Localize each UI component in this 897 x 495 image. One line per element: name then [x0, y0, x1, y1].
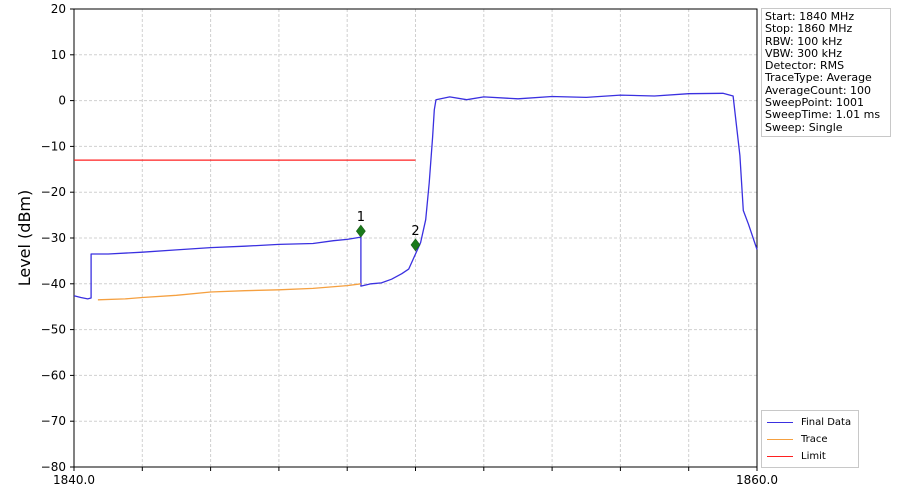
info-line: RBW: 100 kHz	[765, 34, 843, 48]
legend: Final Data Trace Limit	[761, 410, 859, 468]
y-tick-label: −10	[41, 139, 66, 153]
info-line: Stop: 1860 MHz	[765, 22, 853, 36]
info-line: AverageCount: 100	[765, 83, 872, 97]
legend-label: Final Data	[801, 416, 852, 428]
info-line: Sweep: Single	[765, 120, 843, 134]
settings-info-box: Start: 1840 MHz Stop: 1860 MHz RBW: 100 kH…	[761, 8, 891, 137]
markers: 12	[355, 210, 421, 252]
legend-entry: Trace	[767, 431, 828, 447]
y-tick-label: −70	[41, 414, 66, 428]
y-tick-label: −50	[41, 323, 66, 337]
legend-label: Limit	[801, 450, 826, 462]
series-line-final-data	[73, 92, 758, 300]
info-line: Detector: RMS	[765, 59, 845, 73]
info-line: VBW: 300 kHz	[765, 46, 843, 60]
x-tick-label: 1860.0	[736, 473, 778, 487]
marker-label-1: 1	[357, 210, 365, 225]
series-line-trace	[97, 283, 361, 301]
info-line: SweepPoint: 1001	[765, 96, 865, 110]
legend-entry: Final Data	[767, 414, 851, 430]
legend-label: Trace	[801, 433, 828, 445]
y-tick-label: −40	[41, 277, 66, 291]
y-tick-label: 10	[51, 48, 66, 62]
y-tick-label: 0	[58, 94, 66, 108]
legend-swatch	[767, 438, 793, 440]
y-tick-label: −20	[41, 185, 66, 199]
legend-entry: Limit	[767, 448, 826, 464]
series-lines	[73, 92, 758, 301]
info-line: Start: 1840 MHz	[765, 10, 855, 23]
grid-lines	[74, 9, 757, 467]
y-tick-label: 20	[51, 2, 66, 16]
plot-frame	[73, 8, 758, 468]
axes	[70, 8, 758, 471]
y-axis-label: Level (dBm)	[15, 190, 34, 287]
info-line: SweepTime: 1.01 ms	[765, 108, 881, 122]
y-tick-label: −80	[41, 460, 66, 474]
info-line: TraceType: Average	[765, 71, 872, 85]
y-tick-label: −30	[41, 231, 66, 245]
marker-label-2: 2	[411, 224, 419, 239]
y-tick-label: −60	[41, 368, 66, 382]
marker-diamond-2	[410, 238, 421, 252]
marker-diamond-1	[355, 224, 366, 238]
x-tick-label: 1840.0	[53, 473, 95, 487]
legend-swatch	[767, 421, 793, 423]
legend-swatch	[767, 455, 793, 457]
